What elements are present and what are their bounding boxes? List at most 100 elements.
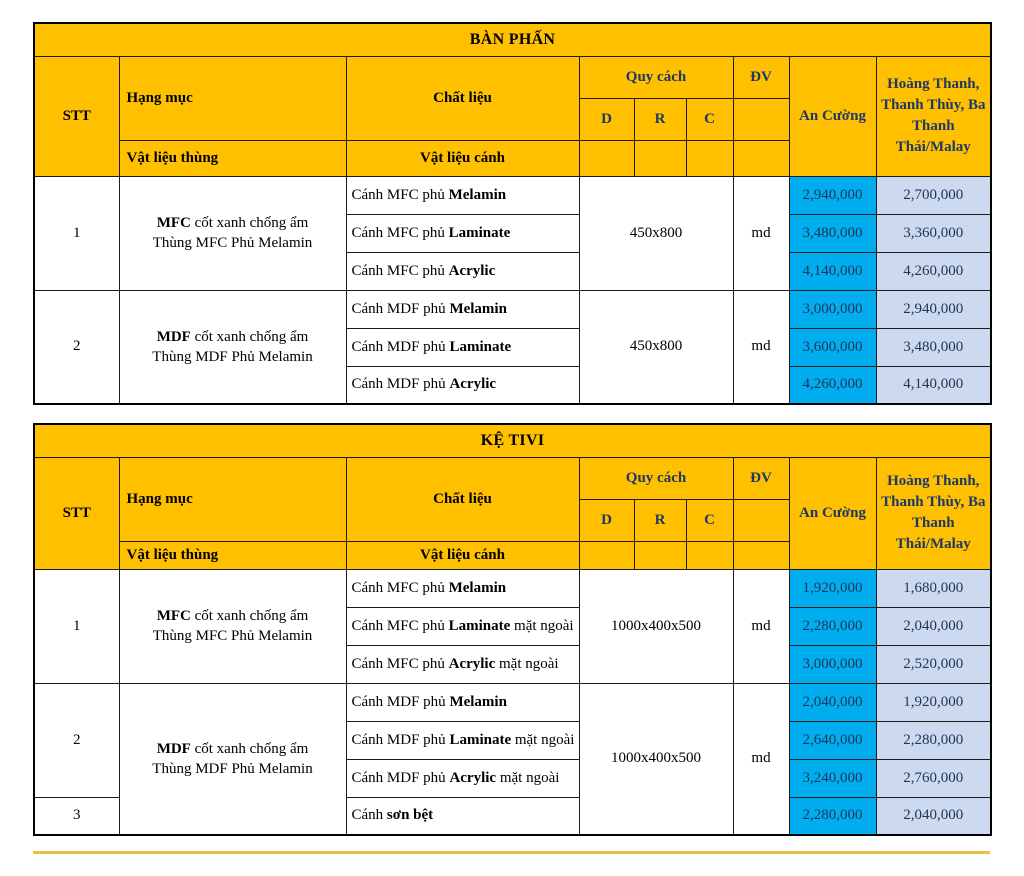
header-cell-vat-lieu-canh: Vật liệu cánh bbox=[345, 540, 580, 570]
material-cell: Cánh MDF phủ Melamin bbox=[345, 289, 580, 329]
header-cell-d: D bbox=[578, 498, 635, 542]
material-post: mặt ngoài bbox=[510, 617, 574, 634]
price-list-document: BÀN PHẤN STT Hạng mục Chất liệu Quy cách… bbox=[0, 22, 1024, 876]
material-cell: Cánh MDF phủ Acrylic bbox=[345, 365, 580, 405]
price-cell-competitor: 2,520,000 bbox=[875, 644, 992, 684]
material-name: Melamin bbox=[449, 693, 507, 710]
price-cell-competitor: 2,040,000 bbox=[875, 606, 992, 646]
header-blank-cell bbox=[578, 139, 635, 177]
material-pre: Cánh MDF phủ bbox=[351, 731, 450, 748]
material-name: Laminate bbox=[448, 617, 511, 634]
material-pre: Cánh MDF phủ bbox=[351, 300, 450, 317]
unit-cell: md bbox=[732, 568, 790, 684]
item-rest: cốt xanh chống ẩm bbox=[190, 328, 309, 345]
stt-cell: 3 bbox=[33, 796, 120, 836]
material-name: Acrylic bbox=[449, 769, 497, 786]
price-cell-an-cuong: 2,040,000 bbox=[788, 682, 877, 722]
material-cell: Cánh MDF phủ Melamin bbox=[345, 682, 580, 722]
price-cell-competitor: 3,360,000 bbox=[875, 213, 992, 253]
material-pre: Cánh MFC phủ bbox=[351, 262, 449, 279]
material-cell: Cánh MDF phủ Laminate bbox=[345, 327, 580, 367]
table-title: BÀN PHẤN bbox=[33, 22, 992, 57]
header-cell-dv: ĐV bbox=[732, 456, 790, 500]
price-cell-competitor: 2,040,000 bbox=[875, 796, 992, 836]
price-cell-an-cuong: 2,940,000 bbox=[788, 175, 877, 215]
header-cell-dv-blank bbox=[732, 498, 790, 542]
item-cell: MDF cốt xanh chống ẩm Thùng MDF Phủ Melam… bbox=[118, 682, 347, 836]
header-cell-quy-cach: Quy cách bbox=[578, 55, 734, 99]
item-line2: Thùng MDF Phủ Melamin bbox=[152, 760, 313, 777]
item-cell: MFC cốt xanh chống ẩm Thùng MFC Phủ Melam… bbox=[118, 568, 347, 684]
item-code: MDF bbox=[156, 740, 191, 757]
price-cell-competitor: 2,940,000 bbox=[875, 289, 992, 329]
item-code: MFC bbox=[156, 214, 191, 231]
header-blank-cell bbox=[633, 540, 687, 570]
material-name: Acrylic bbox=[448, 655, 496, 672]
size-cell: 450x800 bbox=[578, 175, 734, 291]
header-cell-vat-lieu-thung: Vật liệu thùng bbox=[118, 139, 347, 177]
stt-cell: 2 bbox=[33, 289, 120, 405]
header-blank-cell bbox=[685, 139, 734, 177]
material-name: Laminate bbox=[448, 224, 511, 241]
price-cell-an-cuong: 3,600,000 bbox=[788, 327, 877, 367]
item-code: MDF bbox=[156, 328, 191, 345]
ban-phan-table: BÀN PHẤN STT Hạng mục Chất liệu Quy cách… bbox=[33, 22, 993, 405]
material-cell: Cánh MFC phủ Laminate bbox=[345, 213, 580, 253]
header-cell-hang-muc: Hạng mục bbox=[118, 456, 347, 542]
header-cell-dv-blank bbox=[732, 97, 790, 141]
material-pre: Cánh MDF phủ bbox=[351, 338, 450, 355]
price-cell-competitor: 1,680,000 bbox=[875, 568, 992, 608]
price-cell-an-cuong: 4,260,000 bbox=[788, 365, 877, 405]
header-cell-chat-lieu: Chất liệu bbox=[345, 456, 580, 542]
unit-cell: md bbox=[732, 682, 790, 836]
header-cell-r: R bbox=[633, 97, 687, 141]
material-cell: Cánh MFC phủ Melamin bbox=[345, 175, 580, 215]
item-line2: Thùng MDF Phủ Melamin bbox=[152, 348, 313, 365]
size-cell: 1000x400x500 bbox=[578, 568, 734, 684]
material-cell: Cánh MDF phủ Acrylic mặt ngoài bbox=[345, 758, 580, 798]
size-cell: 450x800 bbox=[578, 289, 734, 405]
material-pre: Cánh bbox=[351, 807, 387, 824]
header-blank-cell bbox=[685, 540, 734, 570]
item-rest: cốt xanh chống ẩm bbox=[190, 740, 309, 757]
material-pre: Cánh MFC phủ bbox=[351, 579, 449, 596]
unit-cell: md bbox=[732, 175, 790, 291]
material-name: Melamin bbox=[448, 579, 507, 596]
header-cell-an-cuong: An Cường bbox=[788, 456, 877, 570]
header-cell-stt: STT bbox=[33, 55, 120, 177]
stt-cell: 2 bbox=[33, 682, 120, 798]
stt-cell: 1 bbox=[33, 568, 120, 684]
header-cell-dv: ĐV bbox=[732, 55, 790, 99]
item-rest: cốt xanh chống ẩm bbox=[190, 607, 309, 624]
price-cell-an-cuong: 3,000,000 bbox=[788, 289, 877, 329]
material-cell: Cánh MFC phủ Melamin bbox=[345, 568, 580, 608]
price-cell-competitor: 1,920,000 bbox=[875, 682, 992, 722]
item-code: MFC bbox=[156, 607, 191, 624]
material-pre: Cánh MFC phủ bbox=[351, 186, 449, 203]
material-name: Melamin bbox=[449, 300, 507, 317]
material-cell: Cánh MFC phủ Acrylic bbox=[345, 251, 580, 291]
material-cell: Cánh MDF phủ Laminate mặt ngoài bbox=[345, 720, 580, 760]
price-cell-competitor: 4,140,000 bbox=[875, 365, 992, 405]
header-blank-cell bbox=[732, 540, 790, 570]
price-cell-competitor: 2,280,000 bbox=[875, 720, 992, 760]
header-cell-vat-lieu-thung: Vật liệu thùng bbox=[118, 540, 347, 570]
price-cell-an-cuong: 1,920,000 bbox=[788, 568, 877, 608]
item-cell: MFC cốt xanh chống ẩm Thùng MFC Phủ Melam… bbox=[118, 175, 347, 291]
material-pre: Cánh MDF phủ bbox=[351, 769, 450, 786]
material-name: Acrylic bbox=[448, 262, 496, 279]
next-section-divider bbox=[33, 851, 990, 854]
item-line2: Thùng MFC Phủ Melamin bbox=[152, 628, 313, 644]
price-cell-competitor: 2,760,000 bbox=[875, 758, 992, 798]
item-rest: cốt xanh chống ẩm bbox=[190, 214, 309, 231]
material-cell: Cánh sơn bệt bbox=[345, 796, 580, 836]
header-blank-cell bbox=[578, 540, 635, 570]
material-name: Laminate bbox=[449, 731, 512, 748]
header-cell-competitor: Hoàng Thanh, Thanh Thùy, Ba Thanh Thái/M… bbox=[875, 55, 992, 177]
price-cell-competitor: 2,700,000 bbox=[875, 175, 992, 215]
header-cell-c: C bbox=[685, 498, 734, 542]
material-pre: Cánh MDF phủ bbox=[351, 693, 450, 710]
material-name: Melamin bbox=[448, 186, 507, 203]
material-pre: Cánh MFC phủ bbox=[351, 655, 449, 672]
stt-cell: 1 bbox=[33, 175, 120, 291]
